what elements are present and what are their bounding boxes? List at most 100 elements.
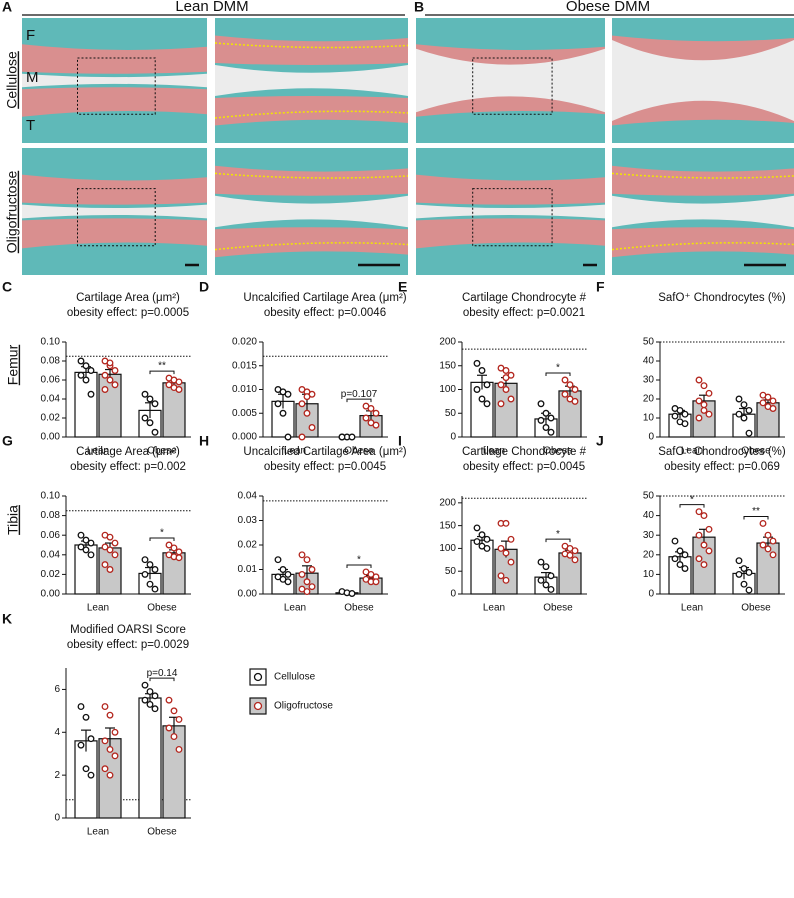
data-point bbox=[676, 406, 684, 414]
data-point bbox=[497, 400, 505, 408]
data-point bbox=[547, 572, 555, 580]
y-tick-label: 20 bbox=[643, 394, 655, 405]
cartilage bbox=[215, 227, 408, 258]
tidemark bbox=[611, 242, 794, 251]
significance-bracket bbox=[346, 564, 372, 568]
cartilage bbox=[215, 96, 408, 126]
y-tick-label: 0.00 bbox=[41, 432, 61, 443]
data-point bbox=[111, 551, 119, 559]
data-point bbox=[77, 371, 85, 379]
y-tick-label: 0.005 bbox=[232, 408, 257, 419]
data-point bbox=[695, 508, 703, 516]
data-point bbox=[547, 414, 555, 422]
data-point bbox=[298, 400, 306, 408]
data-point bbox=[497, 544, 505, 552]
significance-label: p=0.107 bbox=[341, 389, 378, 400]
inset-box bbox=[77, 57, 156, 115]
y-tick-label: 10 bbox=[643, 413, 655, 424]
column-header: Obese DMM bbox=[566, 0, 650, 15]
chart-subtitle: obesity effect: p=0.0021 bbox=[463, 307, 585, 319]
data-point bbox=[303, 556, 311, 564]
y-tick-label: 0 bbox=[450, 589, 456, 600]
chart-subtitle: obesity effect: p=0.0046 bbox=[264, 307, 386, 319]
data-point bbox=[681, 565, 689, 572]
data-point bbox=[372, 578, 380, 586]
significance-label: * bbox=[556, 529, 560, 540]
data-point bbox=[77, 543, 85, 551]
y-tick-label: 0.02 bbox=[41, 413, 61, 424]
chart-subtitle: obesity effect: p=0.0045 bbox=[463, 461, 585, 473]
significance-label: p=0.14 bbox=[147, 668, 178, 679]
tidemark bbox=[214, 242, 409, 251]
x-tick-label: Obese bbox=[344, 446, 374, 457]
significance-label: * bbox=[160, 528, 164, 539]
x-tick-label: Lean bbox=[284, 603, 306, 614]
joint-space bbox=[22, 204, 207, 219]
cartilage bbox=[416, 218, 605, 249]
row-label: Femur bbox=[5, 344, 21, 385]
data-point bbox=[700, 401, 708, 409]
data-point bbox=[695, 531, 703, 539]
data-point bbox=[372, 409, 380, 417]
y-tick-label: 0.03 bbox=[238, 515, 258, 526]
data-point bbox=[705, 389, 713, 397]
data-point bbox=[502, 576, 510, 584]
x-tick-label: Lean bbox=[483, 603, 505, 614]
chart-title: Uncalcified Cartilage Area (μm²) bbox=[243, 292, 406, 304]
chart-title: Modified OARSI Score bbox=[70, 624, 186, 636]
data-point bbox=[101, 561, 109, 569]
significance-bracket bbox=[679, 504, 705, 508]
histology bbox=[22, 18, 794, 275]
x-tick-label: Lean bbox=[87, 827, 109, 838]
data-point bbox=[111, 752, 119, 760]
data-point bbox=[348, 590, 356, 597]
y-tick-label: 0.00 bbox=[238, 589, 258, 600]
chart-subtitle: obesity effect: p=0.002 bbox=[70, 461, 186, 473]
y-tick-label: 0 bbox=[648, 589, 654, 600]
data-point bbox=[571, 547, 579, 555]
x-tick-label: Obese bbox=[543, 603, 573, 614]
data-point bbox=[764, 393, 772, 401]
y-tick-label: 10 bbox=[643, 569, 655, 580]
data-point bbox=[77, 531, 85, 539]
y-tick-label: 50 bbox=[445, 566, 457, 577]
cartilage bbox=[416, 174, 605, 205]
data-point bbox=[303, 588, 311, 595]
data-point bbox=[151, 705, 159, 713]
chart-title: Cartilage Area (μm²) bbox=[76, 446, 180, 458]
y-tick-label: 50 bbox=[445, 408, 457, 419]
data-point bbox=[303, 409, 311, 417]
legend-label: Cellulose bbox=[274, 672, 316, 683]
y-tick-label: 0.02 bbox=[238, 540, 258, 551]
data-point bbox=[141, 696, 149, 704]
data-point bbox=[700, 561, 708, 569]
data-point bbox=[695, 397, 703, 405]
data-point bbox=[671, 555, 679, 563]
data-point bbox=[308, 424, 316, 431]
data-point bbox=[146, 688, 154, 696]
cartilage bbox=[22, 87, 207, 117]
data-point bbox=[165, 724, 173, 732]
data-point bbox=[303, 578, 311, 586]
x-tick-label: Obese bbox=[543, 446, 573, 457]
chart-title: Cartilage Chondrocyte # bbox=[462, 292, 587, 304]
bar bbox=[138, 697, 162, 819]
data-point bbox=[502, 386, 510, 393]
data-point bbox=[175, 715, 183, 723]
region-label: F bbox=[26, 27, 35, 44]
data-point bbox=[547, 585, 555, 593]
data-point bbox=[106, 533, 114, 541]
data-point bbox=[537, 400, 545, 408]
data-point bbox=[101, 386, 109, 393]
data-point bbox=[497, 381, 505, 389]
data-point bbox=[279, 409, 287, 417]
chart-subtitle: obesity effect: p=0.0029 bbox=[67, 639, 189, 651]
data-point bbox=[700, 406, 708, 414]
data-point bbox=[146, 419, 154, 427]
cartilage bbox=[612, 165, 794, 196]
data-point bbox=[473, 386, 481, 393]
tidemark bbox=[611, 172, 794, 179]
row-label: Cellulose bbox=[4, 51, 20, 109]
chart-title: Uncalcified Cartilage Area (μm²) bbox=[243, 446, 406, 458]
panel-letter: B bbox=[414, 0, 424, 15]
